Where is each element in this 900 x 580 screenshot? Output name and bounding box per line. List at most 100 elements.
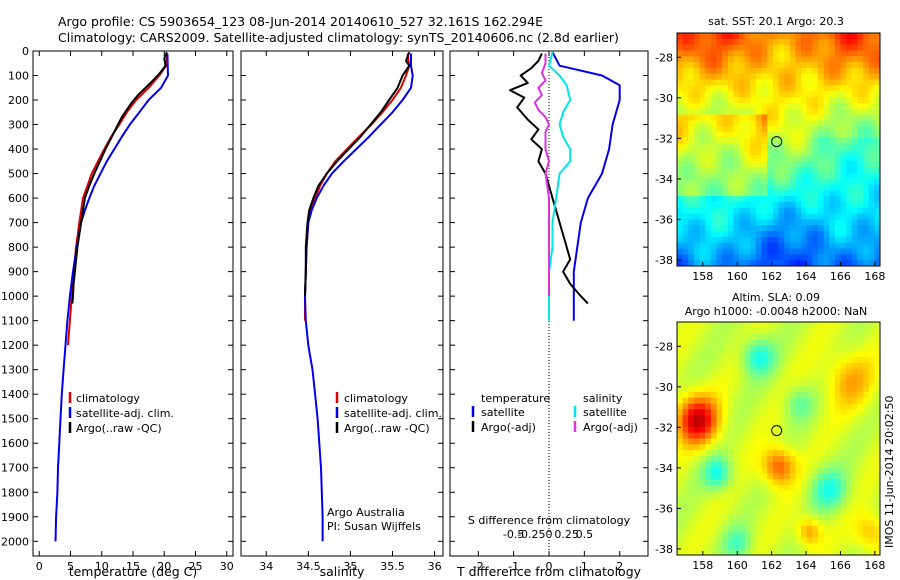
map-cell [857,149,864,156]
map-cell [868,85,875,92]
map-cell [801,386,808,393]
map-cell [789,67,796,75]
map-cell [727,166,734,174]
map-cell [874,409,881,416]
map-cell [755,391,762,399]
map-cell [705,333,712,340]
map-cell [863,502,870,509]
map-cell [795,438,802,445]
map-cell [761,172,768,180]
map-cell [755,38,762,46]
map-cell [750,178,757,185]
map-cell [767,172,774,180]
map-cell [767,450,774,457]
map-cell [722,508,729,515]
map-cell [823,79,830,86]
map-cell [767,254,774,261]
map-cell [772,172,779,180]
map-cell [699,102,706,110]
map-cell [750,108,757,115]
map-cell [851,339,858,346]
map-cell [733,132,740,139]
map-cell [857,114,864,121]
map-cell [868,33,875,40]
map-cell [863,143,870,150]
map-cell [834,44,841,51]
map-cell [750,219,757,226]
map-cell [812,56,819,63]
map-cell [863,537,870,544]
map-cell [727,380,734,387]
map-cell [682,102,689,110]
x-tick-label: 2 [616,560,623,573]
map-cell [851,403,858,410]
map-cell [863,44,870,51]
map-cell [817,339,825,346]
map-cell [795,514,802,521]
map-cell [699,461,706,469]
map-cell [772,391,779,399]
map-cell [767,178,774,185]
map-cell [722,444,729,451]
map-cell [744,50,751,57]
map-cell [677,248,684,255]
map-cell [784,514,791,521]
map-cell [705,467,712,474]
map-cell [863,33,870,40]
map-cell [778,444,785,451]
map-cell [863,196,870,203]
map-cell [739,386,746,393]
map-cell [722,549,729,556]
map-cell [823,219,830,226]
map-cell [677,56,684,63]
map-cell [710,520,717,527]
map-cell [705,374,712,381]
map-cell [688,327,695,335]
map-cell [705,114,712,121]
map-cell [868,120,875,127]
map-cell [784,380,791,387]
map-cell [868,126,875,133]
map-cell [784,56,791,63]
map-cell [682,166,689,174]
map-cell [772,351,779,358]
map-cell [778,231,785,238]
map-cell [739,514,746,521]
map-cell [806,455,813,463]
map-cell [739,473,746,480]
map-cell [750,549,757,556]
map-cell [868,362,875,369]
map-cell [755,362,762,369]
map-cell [823,502,830,509]
map-cell [710,345,717,352]
map-cell [693,44,700,51]
map-cell [789,531,796,538]
map-cell [817,345,825,352]
map-cell [874,126,881,133]
map-cell [778,213,785,220]
map-cell [863,520,870,527]
map-cell [795,161,802,168]
map-cell [868,137,875,145]
map-cell [699,351,706,358]
map-cell [851,455,858,463]
map-cell [874,322,881,329]
map-cell [834,339,841,346]
map-cell [868,327,875,335]
map-cell [863,496,870,503]
map-cell [784,345,791,352]
map-cell [693,432,700,439]
map-cell [874,426,881,434]
map-cell [851,260,858,267]
map-cell [744,102,751,110]
map-cell [739,67,746,75]
map-cell [795,178,802,185]
map-cell [693,102,700,110]
map-cell [795,403,802,410]
map-cell [817,380,825,387]
map-cell [727,50,734,57]
map-cell [874,219,881,226]
map-cell [739,132,746,139]
map-cell [710,502,717,509]
sla-map-subtitle: Argo h1000: -0.0048 h2000: NaN [685,305,868,318]
